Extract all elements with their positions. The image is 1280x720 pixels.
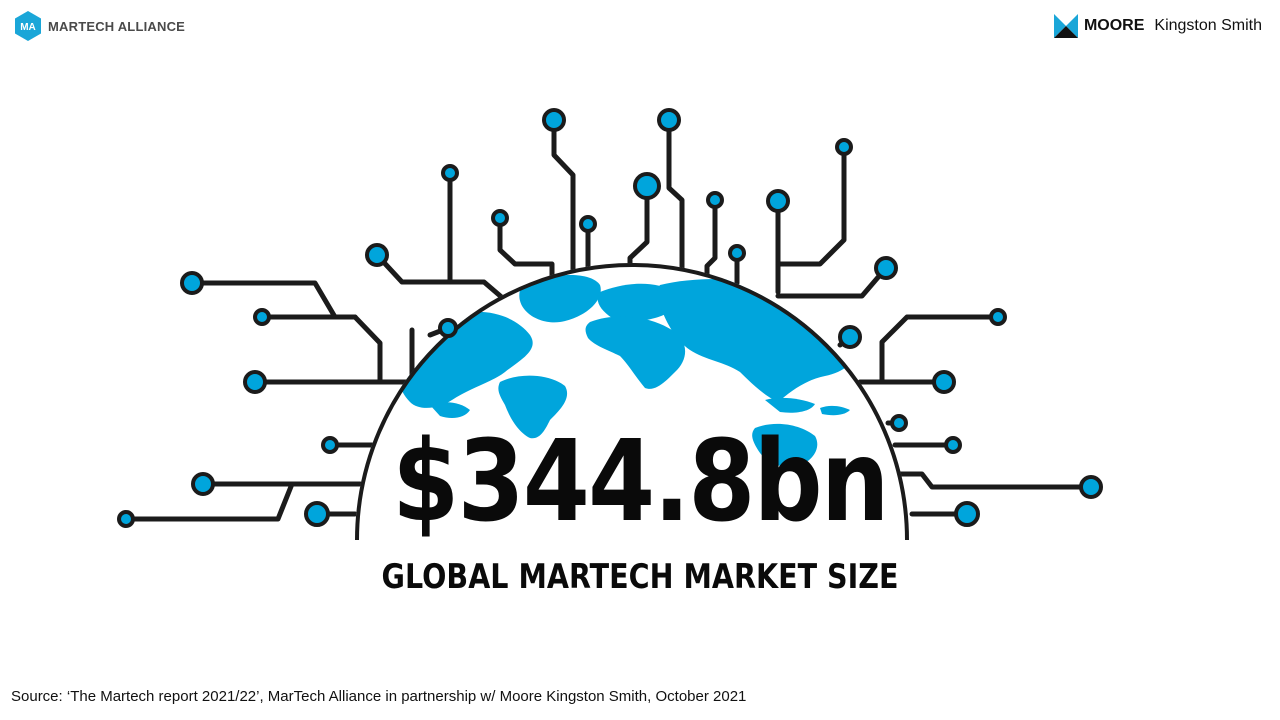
- svg-text:MA: MA: [20, 22, 36, 33]
- kingston-smith-word: Kingston Smith: [1154, 17, 1262, 34]
- hexagon-logo-icon: MA: [15, 11, 41, 41]
- martech-alliance-name: MARTECH ALLIANCE: [48, 18, 186, 34]
- moore-mark-icon: [1053, 14, 1078, 38]
- circuit-lines-icon: [123, 117, 1094, 522]
- source-citation: Source: ‘The Martech report 2021/22’, Ma…: [11, 688, 747, 705]
- circuit-nodes: [117, 108, 1103, 528]
- moore-word: MOORE: [1083, 17, 1145, 34]
- market-size-value: $344.8bn: [392, 417, 889, 547]
- martech-alliance-logo: MA MARTECH ALLIANCE: [14, 10, 185, 42]
- moore-kingston-smith-logo: MOORE Kingston Smith: [1053, 14, 1262, 38]
- market-size-label: GLOBAL MARTECH MARKET SIZE: [381, 557, 899, 597]
